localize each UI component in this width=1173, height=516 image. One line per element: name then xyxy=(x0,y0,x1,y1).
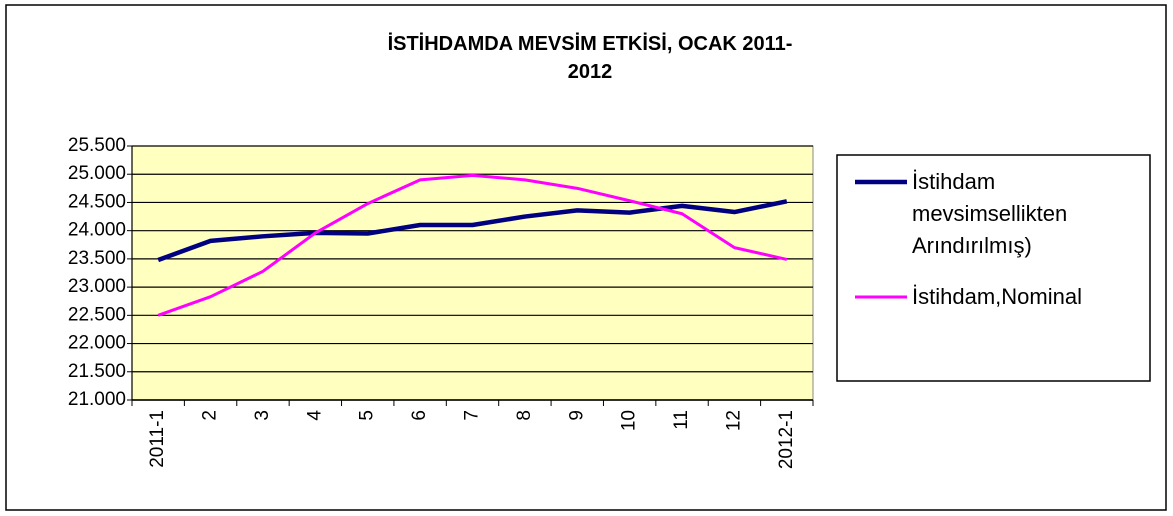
x-tick-label: 2011-1 xyxy=(147,410,168,468)
x-tick-label: 3 xyxy=(252,410,273,421)
x-tick-label: 5 xyxy=(357,410,378,421)
legend-box xyxy=(836,154,1151,382)
plot-area xyxy=(131,145,814,401)
x-tick-label: 4 xyxy=(304,410,325,421)
x-tick-label: 10 xyxy=(619,410,640,431)
y-tick-label: 22.500 xyxy=(68,304,126,325)
y-tick-label: 22.000 xyxy=(68,333,126,354)
legend-label: İstihdam mevsimsellikten Arındırılmış) xyxy=(912,169,1068,258)
y-tick-label: 23.500 xyxy=(68,248,126,269)
series-line xyxy=(157,173,788,317)
chart-border xyxy=(5,4,1167,511)
y-tick-label: 21.500 xyxy=(68,361,126,382)
y-tick-label: 25.500 xyxy=(68,135,126,156)
x-tick-label: 7 xyxy=(462,410,483,421)
y-tick-label: 25.000 xyxy=(68,163,126,184)
legend-label: İstihdam,Nominal xyxy=(912,284,1082,309)
series-line xyxy=(157,199,788,263)
x-tick-label: 6 xyxy=(409,410,430,421)
y-tick-label: 21.000 xyxy=(68,389,126,410)
chart-title: İSTİHDAMDA MEVSİM ETKİSİ, OCAK 2011-2012 xyxy=(387,33,793,83)
x-tick-label: 12 xyxy=(723,410,744,431)
y-tick-label: 23.000 xyxy=(68,276,126,297)
y-tick-label: 24.000 xyxy=(68,220,126,241)
x-tick-label: 2012-1 xyxy=(776,410,797,469)
y-tick-label: 24.500 xyxy=(68,191,126,212)
x-tick-label: 11 xyxy=(671,410,692,430)
x-tick-label: 8 xyxy=(514,410,535,421)
x-tick-label: 9 xyxy=(566,410,587,421)
x-tick-label: 2 xyxy=(200,410,221,421)
